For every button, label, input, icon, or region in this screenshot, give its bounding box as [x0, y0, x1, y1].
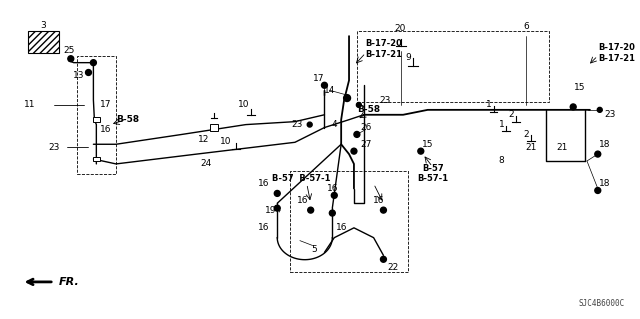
- Text: 1: 1: [499, 120, 504, 129]
- Text: 20: 20: [394, 24, 406, 33]
- Text: 15: 15: [422, 140, 433, 149]
- Text: 10: 10: [238, 100, 250, 109]
- Circle shape: [321, 82, 328, 88]
- Circle shape: [351, 148, 357, 154]
- Text: SJC4B6000C: SJC4B6000C: [578, 300, 625, 308]
- Text: 6: 6: [523, 22, 529, 31]
- Circle shape: [418, 148, 424, 154]
- Text: FR.: FR.: [59, 277, 80, 287]
- Circle shape: [354, 131, 360, 137]
- Text: 21: 21: [525, 143, 536, 152]
- Bar: [93, 157, 100, 161]
- Text: 26: 26: [360, 123, 371, 132]
- Bar: [28, 31, 59, 53]
- Text: 16: 16: [100, 125, 112, 134]
- Bar: [211, 124, 218, 131]
- Text: 23: 23: [380, 95, 391, 105]
- Text: 15: 15: [574, 83, 586, 92]
- Text: 21: 21: [557, 143, 568, 152]
- Text: 23: 23: [291, 120, 303, 129]
- Text: 18: 18: [599, 140, 611, 149]
- Text: 22: 22: [388, 263, 399, 272]
- Text: 23: 23: [49, 143, 60, 152]
- Text: 12: 12: [198, 135, 209, 144]
- Circle shape: [275, 190, 280, 197]
- Bar: [290, 171, 408, 272]
- Text: 2: 2: [523, 130, 529, 139]
- Text: B-17-20
B-17-21: B-17-20 B-17-21: [598, 43, 635, 63]
- Text: 8: 8: [499, 157, 504, 166]
- Text: 16: 16: [297, 196, 308, 205]
- Circle shape: [68, 56, 74, 62]
- Text: B-58: B-58: [357, 105, 380, 114]
- Circle shape: [332, 192, 337, 198]
- Text: 27: 27: [360, 140, 371, 149]
- Bar: [77, 56, 116, 174]
- Text: 18: 18: [599, 179, 611, 188]
- Text: 16: 16: [258, 223, 269, 232]
- Text: 25: 25: [63, 46, 74, 56]
- Circle shape: [307, 122, 312, 127]
- Circle shape: [330, 210, 335, 216]
- Text: 1: 1: [486, 100, 492, 109]
- Circle shape: [344, 95, 351, 101]
- Text: 10: 10: [220, 137, 232, 146]
- Text: 16: 16: [372, 196, 384, 205]
- Circle shape: [356, 102, 362, 108]
- Text: 14: 14: [324, 86, 335, 95]
- Text: B-57
B-57-1: B-57 B-57-1: [417, 164, 448, 183]
- Text: 16: 16: [337, 223, 348, 232]
- Text: 4: 4: [332, 120, 337, 129]
- Text: B-58: B-58: [116, 115, 140, 124]
- Text: 13: 13: [73, 71, 84, 80]
- Circle shape: [597, 108, 602, 112]
- Circle shape: [595, 188, 601, 193]
- Text: 19: 19: [264, 206, 276, 215]
- Bar: [357, 31, 548, 102]
- Circle shape: [381, 256, 387, 262]
- Text: 2: 2: [508, 110, 514, 119]
- Text: 16: 16: [258, 179, 269, 188]
- Text: 16: 16: [326, 184, 338, 193]
- Bar: [93, 117, 100, 122]
- Text: 17: 17: [100, 100, 112, 109]
- Text: 23: 23: [604, 110, 615, 119]
- Text: 17: 17: [313, 74, 324, 83]
- Text: 5: 5: [312, 245, 317, 254]
- Circle shape: [275, 205, 280, 211]
- Circle shape: [90, 60, 97, 66]
- Circle shape: [86, 70, 92, 75]
- Text: 9: 9: [405, 53, 411, 62]
- Circle shape: [381, 207, 387, 213]
- Text: 11: 11: [24, 100, 35, 109]
- Text: B-17-20
B-17-21: B-17-20 B-17-21: [365, 39, 402, 59]
- Circle shape: [595, 151, 601, 157]
- Text: B-57  B-57-1: B-57 B-57-1: [271, 174, 330, 183]
- Text: 3: 3: [40, 21, 46, 30]
- Circle shape: [308, 207, 314, 213]
- Text: 24: 24: [201, 160, 212, 168]
- Circle shape: [570, 104, 576, 110]
